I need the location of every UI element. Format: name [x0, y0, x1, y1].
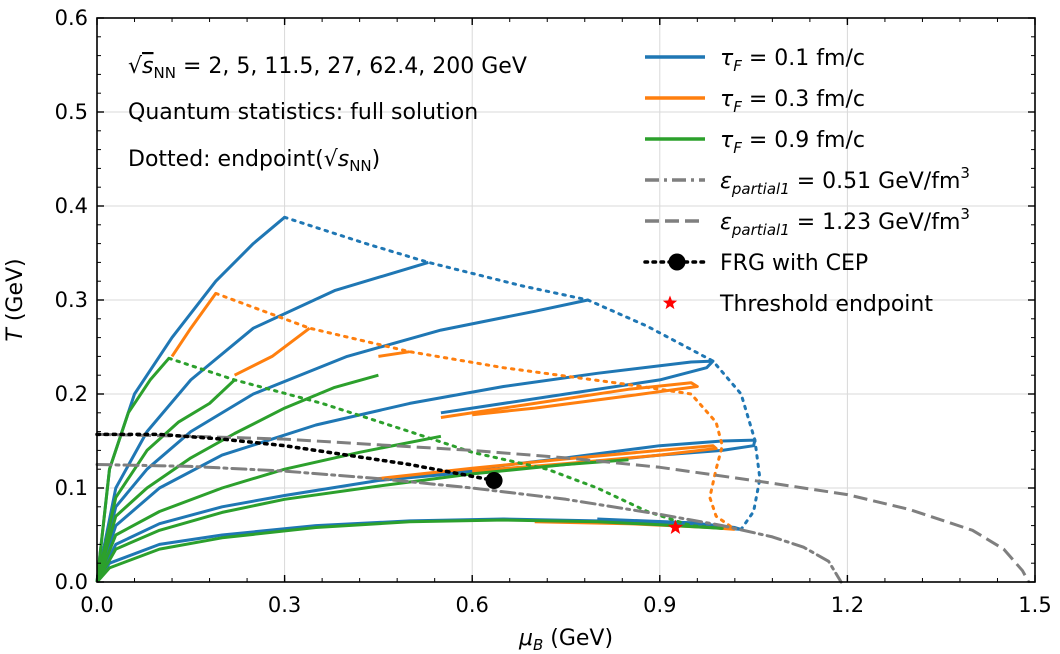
- legend-entry-tau03: τF = 0.3 fm/c: [645, 87, 865, 116]
- annotation-energies: √sNN = 2, 5, 11.5, 27, 62.4, 200 GeV: [128, 54, 527, 82]
- series-0-curve-2: [95, 298, 589, 583]
- legend-label: εpartial1 = 0.51 GeV/fm3: [720, 164, 970, 198]
- legend-label: FRG with CEP: [720, 251, 868, 276]
- series-3-curve-0: [283, 215, 762, 531]
- series-1-curve-1: [233, 327, 311, 377]
- series-4-curve-0: [214, 291, 737, 531]
- legend-label: Threshold endpoint: [719, 292, 933, 317]
- x-tick-label: 0.3: [268, 593, 301, 617]
- legend-label: εpartial1 = 1.23 GeV/fm3: [720, 205, 970, 239]
- series-2-curve-0: [95, 357, 171, 583]
- tick-labels: 0.0 0.3 0.6 0.9 1.2 1.5 0.0 0.1 0.2 0.3 0.4 0.5 0.6: [55, 6, 1052, 617]
- annotation-block: √sNN = 2, 5, 11.5, 27, 62.4, 200 GeV Qua…: [128, 54, 527, 175]
- series-0-curve-1: [95, 260, 429, 583]
- legend: τF = 0.1 fm/c τF = 0.3 fm/c τF = 0.9 fm/c ε…: [643, 46, 970, 317]
- x-tick-label: 1.5: [1018, 593, 1051, 617]
- x-tick-label: 0.0: [80, 593, 113, 617]
- legend-entry-thr: Threshold endpoint: [662, 292, 933, 317]
- x-axis-label: μB (GeV): [518, 626, 613, 654]
- legend-label: τF = 0.1 fm/c: [720, 46, 865, 75]
- series-8-curve-0: [95, 432, 496, 483]
- y-tick-label: 0.5: [55, 100, 88, 124]
- series-0-curve-0: [95, 216, 286, 583]
- legend-entry-eps051: εpartial1 = 0.51 GeV/fm3: [645, 164, 970, 198]
- series-0-curve-4: [95, 438, 757, 583]
- x-tick-label: 0.6: [455, 593, 488, 617]
- legend-label: τF = 0.9 fm/c: [720, 128, 865, 157]
- legend-star-icon: [662, 295, 678, 310]
- legend-entry-tau09: τF = 0.9 fm/c: [645, 128, 865, 157]
- x-tick-label: 0.9: [643, 593, 676, 617]
- series-7-curve-0: [96, 432, 1031, 583]
- series-2-curve-3: [95, 434, 442, 583]
- series-0-curve-3: [95, 359, 715, 583]
- annotation-quantum-statistics: Quantum statistics: full solution: [128, 100, 478, 125]
- marker-1: [667, 519, 683, 534]
- y-tick-label: 0.3: [55, 288, 88, 312]
- y-tick-label: 0.4: [55, 194, 88, 218]
- legend-label: τF = 0.3 fm/c: [720, 87, 865, 116]
- series-0-curve-5: [95, 517, 743, 583]
- series-1-curve-0: [170, 292, 218, 358]
- series-6-curve-0: [95, 463, 843, 584]
- y-axis-label: T (GeV): [3, 258, 28, 341]
- marker-layer: [485, 471, 683, 534]
- legend-entry-frg: FRG with CEP: [643, 251, 868, 276]
- y-tick-label: 0.6: [55, 6, 88, 30]
- y-tick-label: 0.2: [55, 382, 88, 406]
- annotation-dotted-endpoint: Dotted: endpoint(√sNN): [128, 147, 380, 175]
- x-tick-label: 1.2: [831, 593, 864, 617]
- series-5-curve-0: [167, 356, 724, 530]
- legend-entry-tau01: τF = 0.1 fm/c: [645, 46, 865, 75]
- series-1-curve-4: [378, 444, 718, 481]
- plot-frame: [96, 17, 1036, 583]
- series-2-curve-2: [95, 373, 379, 583]
- legend-entry-eps123: εpartial1 = 1.23 GeV/fm3: [645, 205, 970, 239]
- series-1-curve-3: [440, 381, 699, 419]
- marker-0: [485, 471, 503, 489]
- series-2-curve-5: [95, 518, 723, 583]
- y-tick-label: 0.1: [55, 476, 88, 500]
- series-1-curve-2: [378, 350, 410, 358]
- legend-circle-icon: [668, 253, 686, 271]
- y-tick-label: 0.0: [55, 570, 88, 594]
- series-layer: [95, 215, 1031, 584]
